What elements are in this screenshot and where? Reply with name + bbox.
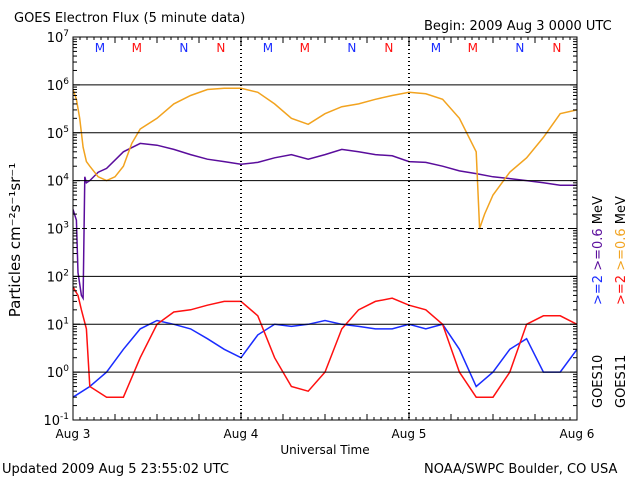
- local-time-marker: N: [216, 41, 225, 55]
- chart-title: GOES Electron Flux (5 minute data): [14, 11, 245, 26]
- y-tick-label: 107: [47, 29, 69, 46]
- x-tick-label: Aug 6: [560, 427, 595, 441]
- local-time-marker: M: [300, 41, 310, 55]
- y-tick-label: 103: [47, 221, 69, 238]
- local-time-marker: M: [132, 41, 142, 55]
- local-time-marker: M: [95, 41, 105, 55]
- legend-goes11-channels: >=2 >=0.6 MeV: [614, 196, 629, 305]
- legend-goes10-channels: >=2 >=0.6 MeV: [591, 196, 606, 305]
- local-time-marker: N: [552, 41, 561, 55]
- y-tick-label: 10-1: [43, 412, 69, 429]
- y-tick-label: 106: [47, 77, 70, 94]
- updated-time: Updated 2009 Aug 5 23:55:02 UTC: [2, 462, 229, 477]
- x-tick-label: Aug 3: [56, 427, 91, 441]
- local-time-marker: N: [384, 41, 393, 55]
- local-time-marker: M: [263, 41, 273, 55]
- series-group: [73, 87, 577, 398]
- local-time-marker: N: [515, 41, 524, 55]
- begin-date: Begin: 2009 Aug 3 0000 UTC: [424, 19, 612, 34]
- y-tick-label: 100: [47, 364, 70, 381]
- y-tick-label: 104: [47, 173, 70, 190]
- x-axis-title: Universal Time: [280, 443, 369, 457]
- series-line-3: [73, 286, 577, 398]
- plot-layer: [73, 87, 577, 398]
- local-time-marker: M: [468, 41, 478, 55]
- series-line-0: [73, 142, 577, 301]
- legend-goes11-label: GOES11: [614, 355, 629, 408]
- legend-layer: >=2 >=0.6 MeV >=2 >=0.6 MeV GOES10 GOES11: [591, 196, 629, 408]
- y-tick-label: 102: [47, 268, 69, 285]
- credit-text: NOAA/SWPC Boulder, CO USA: [424, 462, 617, 477]
- legend-goes10-label: GOES10: [591, 355, 606, 408]
- local-time-marker: N: [179, 41, 188, 55]
- axis-layer: 10-1 100 101 102 103 104 105 106 107 Aug 3 Aug 4 Au…: [43, 29, 594, 441]
- x-tick-label: Aug 4: [224, 427, 259, 441]
- x-tick-label: Aug 5: [392, 427, 427, 441]
- y-tick-label: 101: [47, 316, 69, 333]
- y-tick-label: 105: [47, 125, 69, 142]
- local-time-marker: M: [431, 41, 441, 55]
- series-line-1: [73, 87, 577, 229]
- local-time-marker: N: [347, 41, 356, 55]
- y-axis-title: Particles cm⁻²s⁻¹sr⁻¹: [6, 163, 24, 317]
